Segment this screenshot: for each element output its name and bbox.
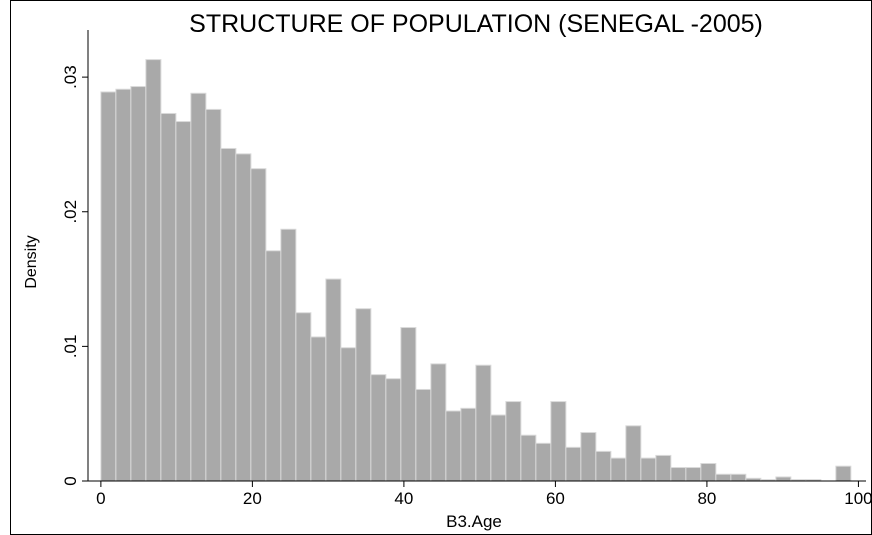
bar <box>535 442 552 482</box>
bar <box>505 401 522 482</box>
bar <box>640 457 657 482</box>
bar <box>475 364 492 482</box>
bar <box>370 374 387 482</box>
bar <box>445 410 462 482</box>
bar <box>490 414 507 482</box>
bar <box>220 147 237 482</box>
bar <box>205 108 222 482</box>
y-tick-label: .01 <box>61 335 80 359</box>
y-tick-label: 0 <box>61 476 80 485</box>
bar <box>265 250 282 482</box>
bar <box>550 401 567 482</box>
bar <box>655 454 672 482</box>
bar <box>715 473 732 482</box>
bar <box>595 450 612 482</box>
x-tick-label: 60 <box>546 489 565 508</box>
bar <box>115 88 132 482</box>
bar <box>100 91 117 482</box>
bar <box>310 336 327 482</box>
x-tick-label: 20 <box>243 489 262 508</box>
bar <box>190 92 207 482</box>
x-tick-label: 40 <box>394 489 413 508</box>
bar <box>835 465 852 482</box>
y-tick-label: .02 <box>61 200 80 224</box>
bar <box>355 308 372 482</box>
bar <box>175 121 192 482</box>
bar <box>460 407 477 482</box>
chart-title: STRUCTURE OF POPULATION (SENEGAL -2005) <box>189 10 763 38</box>
bar <box>520 434 537 482</box>
x-tick-label: 80 <box>697 489 716 508</box>
y-axis-label: Density <box>23 235 40 288</box>
x-axis-label: B3.Age <box>446 512 502 531</box>
bar <box>250 168 267 482</box>
bar <box>625 425 642 482</box>
bar <box>775 476 792 482</box>
bar <box>295 312 312 482</box>
bar <box>565 446 582 482</box>
bar <box>340 347 357 482</box>
bar <box>610 457 627 482</box>
bar <box>415 388 432 482</box>
bar <box>235 153 252 482</box>
bar <box>685 467 702 482</box>
bar <box>160 112 177 482</box>
bar <box>400 327 417 482</box>
bar <box>325 278 342 482</box>
bar <box>385 378 402 482</box>
bar <box>145 59 162 482</box>
bar <box>700 462 717 482</box>
y-tick-label: .03 <box>61 65 80 89</box>
bar <box>670 467 687 482</box>
x-tick-label: 0 <box>96 489 105 508</box>
bar <box>430 363 447 482</box>
bar <box>580 432 597 482</box>
bar <box>280 228 297 482</box>
bar <box>130 86 147 482</box>
bar <box>730 473 747 482</box>
x-tick-label: 100 <box>844 489 872 508</box>
